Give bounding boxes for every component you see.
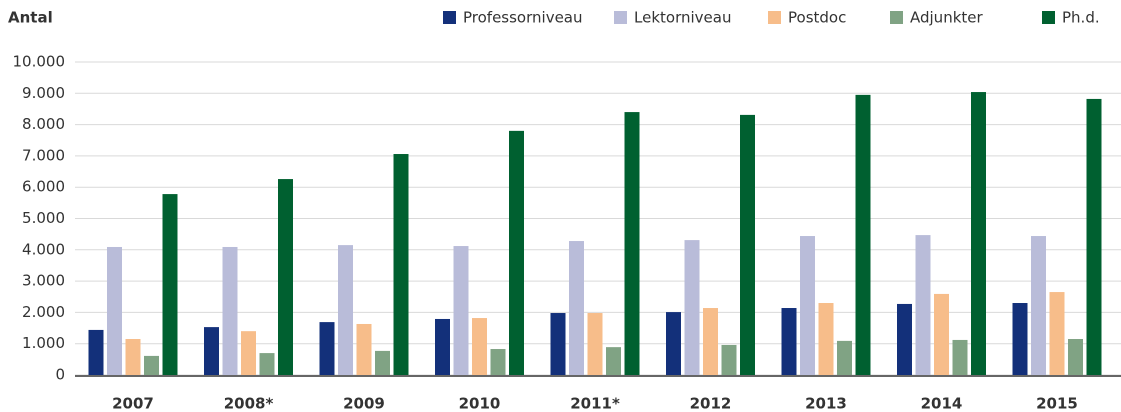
legend-swatch [614,11,627,24]
bar [435,318,450,375]
bar [1068,339,1083,375]
y-tick-label: 0 [55,366,65,384]
bar [550,313,566,375]
bar [855,94,871,376]
legend-swatch [768,11,781,24]
bar [259,353,275,375]
bar [684,240,700,375]
x-tick-label: 2014 [921,395,963,412]
bar [144,355,159,375]
x-tick-label: 2012 [690,395,732,412]
x-tick-label: 2011* [570,395,620,412]
bar [1012,303,1028,375]
x-tick-label: 2008* [224,395,274,412]
bar [204,327,219,375]
bar [393,154,409,375]
x-tick-label: 2015 [1036,395,1078,412]
bar [837,340,852,375]
bar [897,303,912,375]
bar [222,246,238,375]
y-tick-label: 6.000 [22,178,65,196]
bar [278,179,293,375]
bar [1086,98,1102,376]
bar [666,312,681,375]
legend-swatch [890,11,903,24]
bar [1049,292,1065,375]
y-tick-label: 1.000 [22,334,65,352]
bar [356,323,372,375]
bar [781,308,797,375]
x-tick-label: 2010 [459,395,501,412]
bar [952,339,968,375]
bar [606,347,621,375]
bar [703,308,718,375]
bar [971,92,986,375]
bar [721,344,737,375]
bar [800,236,815,375]
bar [453,246,469,375]
bar [472,318,487,375]
x-tick-label: 2013 [805,395,847,412]
legend-label: Lektorniveau [634,9,731,27]
bar [319,322,335,375]
bar [375,350,390,375]
bar [88,329,104,375]
bar [934,293,949,375]
y-axis-label: Antal [8,9,53,27]
bar [125,339,141,375]
bar [509,130,524,375]
bar [569,241,584,375]
bar [624,112,640,375]
x-tick-label: 2007 [112,395,154,412]
x-tick-label: 2009 [343,395,385,412]
y-tick-label: 8.000 [22,115,65,133]
legend-label: Professorniveau [463,9,583,27]
bar [162,194,178,375]
bar [915,235,931,375]
bar [818,303,834,375]
y-tick-label: 2.000 [22,303,65,321]
bar [740,114,755,375]
y-tick-label: 10.000 [13,53,66,71]
bar [587,313,603,375]
bar [490,349,506,375]
legend-label: Adjunkter [910,9,983,27]
y-tick-label: 7.000 [22,146,65,164]
legend-swatch [1042,11,1055,24]
legend-swatch [443,11,456,24]
y-tick-label: 9.000 [22,84,65,102]
bar [107,246,122,375]
y-tick-label: 5.000 [22,209,65,227]
legend-label: Ph.d. [1062,9,1100,27]
bar [338,245,353,375]
bar [241,331,256,375]
y-tick-label: 3.000 [22,272,65,290]
y-tick-label: 4.000 [22,240,65,258]
bar [1031,236,1046,375]
legend-label: Postdoc [788,9,846,27]
